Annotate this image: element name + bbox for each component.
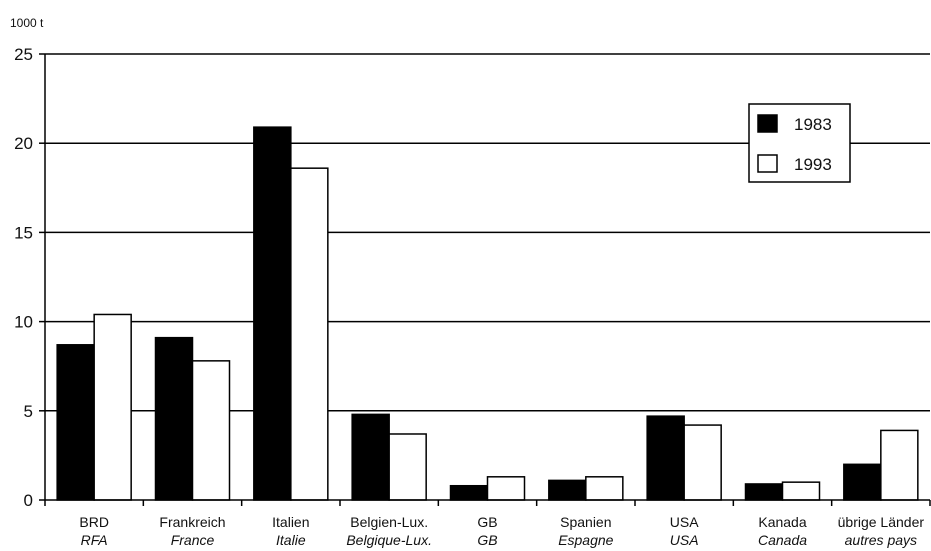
bar-1993-3 <box>290 167 329 501</box>
x-category-label: Italien <box>272 514 309 530</box>
x-category-label-fr: Canada <box>758 532 807 548</box>
x-category-label: USA <box>670 514 699 530</box>
x-category-label-fr: GB <box>477 532 497 548</box>
bar-1993-6 <box>585 476 624 501</box>
legend: 1983 1993 <box>748 103 851 183</box>
bar-1983-7 <box>646 415 685 501</box>
bars <box>56 126 919 501</box>
x-category-label-fr: Espagne <box>558 532 613 548</box>
bar-1993-7 <box>683 424 722 501</box>
x-category-label: BRD <box>79 514 109 530</box>
legend-swatch-1983 <box>757 114 778 133</box>
y-tick-label: 25 <box>14 45 33 64</box>
bar-1983-3 <box>253 126 292 501</box>
y-tick-label: 10 <box>14 313 33 332</box>
x-category-label: Spanien <box>560 514 611 530</box>
x-category-label-fr: Italie <box>276 532 306 548</box>
bar-1983-9 <box>843 463 882 501</box>
x-category-label-fr: RFA <box>81 532 108 548</box>
legend-label-1993: 1993 <box>794 155 832 174</box>
x-category-label: übrige Länder <box>838 514 925 530</box>
bar-1983-1 <box>56 344 95 501</box>
bar-1993-5 <box>486 476 526 501</box>
x-category-labels: BRD RFA Frankreich France Italien Italie Belgi… <box>79 514 924 548</box>
bar-1993-1 <box>93 313 132 501</box>
axes <box>39 53 931 506</box>
y-tick-label: 0 <box>24 491 33 510</box>
y-tick-labels: 0 5 10 15 20 25 <box>14 45 33 510</box>
x-category-label: GB <box>477 514 497 530</box>
x-category-label-fr: autres pays <box>845 532 917 548</box>
bar-1993-2 <box>191 360 231 501</box>
bar-1983-8 <box>744 483 784 501</box>
y-tick-label: 20 <box>14 134 33 153</box>
x-category-label: Belgien-Lux. <box>350 514 428 530</box>
bar-1983-5 <box>449 484 489 501</box>
bar-1993-4 <box>388 433 427 501</box>
bar-1993-9 <box>880 429 919 501</box>
bar-1993-8 <box>781 481 821 501</box>
legend-label-1983: 1983 <box>794 115 832 134</box>
legend-swatch-1993 <box>757 154 778 173</box>
x-category-label-fr: Belgique-Lux. <box>346 532 432 548</box>
y-tick-label: 15 <box>14 223 33 242</box>
x-category-label: Kanada <box>758 514 806 530</box>
x-category-label: Frankreich <box>159 514 225 530</box>
bar-1983-2 <box>154 336 194 501</box>
y-tick-label: 5 <box>24 402 33 421</box>
bar-1983-6 <box>548 479 587 501</box>
y-axis-unit-label: 1000 t <box>10 16 44 30</box>
bar-1983-4 <box>351 413 390 501</box>
x-category-label-fr: France <box>171 532 215 548</box>
x-category-label-fr: USA <box>670 532 699 548</box>
